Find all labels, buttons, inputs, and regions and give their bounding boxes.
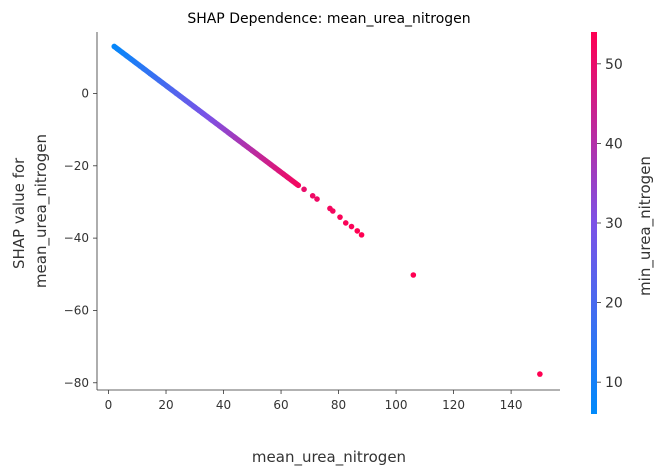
scatter-point xyxy=(330,208,336,214)
scatter-point xyxy=(410,272,417,278)
x-tick-label: 140 xyxy=(500,398,523,412)
x-tick-label: 0 xyxy=(105,398,113,412)
x-tick-label: 20 xyxy=(158,398,173,412)
colorbar xyxy=(591,32,597,414)
colorbar-tick-label: 40 xyxy=(605,136,623,152)
x-tick-label: 100 xyxy=(385,398,408,412)
x-axis-label: mean_urea_nitrogen xyxy=(252,448,406,467)
colorbar-tick-label: 30 xyxy=(605,216,623,232)
y-tick-label: −40 xyxy=(64,231,89,245)
y-axis-label-line-2: mean_urea_nitrogen xyxy=(32,134,51,288)
x-axis-ticks: 0 20 40 60 80 100 120 140 xyxy=(105,390,523,412)
x-tick-label: 80 xyxy=(331,398,346,412)
x-tick-label: 120 xyxy=(442,398,465,412)
colorbar-ticks: 10 20 30 40 50 xyxy=(597,57,623,391)
x-tick-label: 60 xyxy=(273,398,288,412)
scatter-point xyxy=(358,232,365,238)
y-tick-label: −20 xyxy=(64,159,89,173)
scatter-point xyxy=(295,182,302,189)
scatter-point xyxy=(537,371,543,377)
scatter-point xyxy=(342,220,349,226)
scatter-point xyxy=(301,186,307,193)
colorbar-label: min_urea_nitrogen xyxy=(636,156,655,296)
scatter-point xyxy=(337,214,343,220)
x-tick-label: 40 xyxy=(216,398,231,412)
scatter-points xyxy=(111,43,543,377)
y-axis-label-line-1: SHAP value for xyxy=(10,157,28,269)
y-axis-ticks: −80 −60 −40 −20 0 xyxy=(64,86,97,390)
y-tick-label: −80 xyxy=(64,376,89,390)
scatter-point xyxy=(354,228,361,234)
scatter-point xyxy=(348,223,355,230)
y-tick-label: −60 xyxy=(64,303,89,317)
colorbar-tick-label: 10 xyxy=(605,375,623,391)
y-tick-label: 0 xyxy=(81,86,89,100)
colorbar-tick-label: 50 xyxy=(605,57,623,73)
scatter-point xyxy=(309,193,316,199)
chart-title: SHAP Dependence: mean_urea_nitrogen xyxy=(187,11,470,27)
scatter-point xyxy=(314,196,320,202)
colorbar-tick-label: 20 xyxy=(605,296,623,312)
y-axis-label: SHAP value for mean_urea_nitrogen xyxy=(10,134,51,288)
